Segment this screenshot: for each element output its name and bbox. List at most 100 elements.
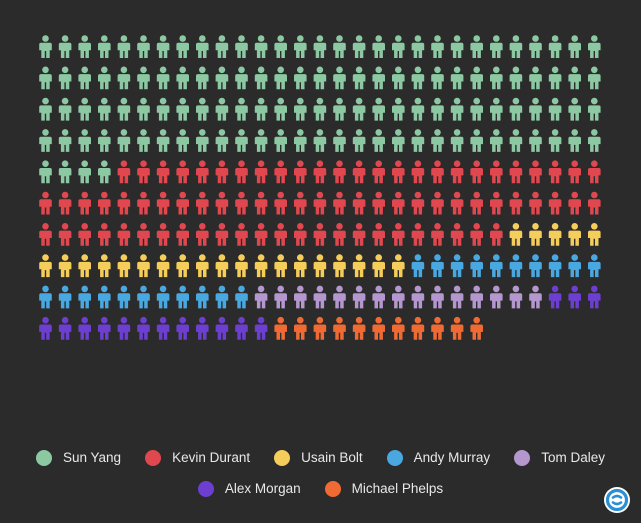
person-icon-usain-bolt — [588, 223, 601, 246]
person-icon-kevin-durant — [196, 191, 209, 215]
person-icon-sun-yang — [548, 35, 562, 58]
person-icon-sun-yang — [137, 129, 150, 152]
person-icon-sun-yang — [352, 129, 366, 152]
person-icon-sun-yang — [215, 35, 229, 58]
person-icon-kevin-durant — [254, 191, 268, 215]
person-icon-andy-murray — [176, 285, 189, 309]
brand-logo-icon[interactable] — [603, 486, 631, 514]
person-icon-sun-yang — [98, 160, 111, 184]
person-icon-usain-bolt — [529, 223, 542, 246]
legend-marker-icon — [324, 481, 341, 497]
person-icon-kevin-durant — [137, 160, 150, 184]
person-icon-usain-bolt — [254, 254, 268, 278]
person-icon-sun-yang — [156, 35, 170, 58]
person-icon-kevin-durant — [509, 160, 523, 184]
person-icon-sun-yang — [78, 97, 91, 121]
person-icon-sun-yang — [333, 35, 346, 58]
person-icon-sun-yang — [156, 129, 170, 152]
person-icon-kevin-durant — [431, 223, 444, 246]
legend-label: Michael Phelps — [351, 481, 444, 496]
person-icon-kevin-durant — [137, 191, 150, 215]
person-icon-andy-murray — [568, 254, 581, 278]
person-icon-kevin-durant — [548, 160, 562, 184]
legend-item-alex-morgan[interactable]: Alex Morgan — [197, 479, 301, 499]
person-icon-kevin-durant — [568, 160, 581, 184]
person-icon-usain-bolt — [137, 254, 150, 278]
legend-marker-icon — [386, 450, 403, 466]
person-icon-alex-morgan — [137, 316, 150, 340]
person-icon-sun-yang — [568, 35, 581, 58]
legend-item-tom-daley[interactable]: Tom Daley — [514, 448, 605, 468]
person-icon-michael-phelps — [313, 316, 327, 340]
legend-item-sun-yang[interactable]: Sun Yang — [36, 448, 121, 468]
person-icon-kevin-durant — [431, 160, 444, 184]
person-icon-sun-yang — [470, 35, 483, 58]
person-icon-kevin-durant — [411, 223, 425, 246]
person-icon-sun-yang — [352, 97, 366, 121]
person-icon-andy-murray — [215, 285, 229, 309]
person-icon-sun-yang — [58, 97, 72, 121]
person-icon-andy-murray — [431, 254, 444, 278]
person-icon-andy-murray — [58, 285, 72, 309]
legend-label: Andy Murray — [413, 450, 491, 465]
person-icon-kevin-durant — [274, 160, 287, 184]
person-icon-kevin-durant — [294, 191, 307, 215]
legend-item-andy-murray[interactable]: Andy Murray — [386, 448, 491, 468]
person-icon-sun-yang — [294, 97, 307, 121]
person-icon-andy-murray — [490, 254, 503, 278]
legend-marker-icon — [514, 450, 531, 466]
person-icon-sun-yang — [137, 35, 150, 58]
legend-marker-icon — [197, 481, 214, 497]
person-icon-kevin-durant — [352, 191, 366, 215]
person-icon-sun-yang — [196, 66, 209, 90]
person-icon-andy-murray — [588, 254, 601, 278]
person-icon-sun-yang — [392, 66, 405, 90]
person-icon-sun-yang — [274, 66, 287, 90]
person-icon-andy-murray — [156, 285, 170, 309]
person-icon-sun-yang — [470, 129, 483, 152]
person-icon-sun-yang — [78, 160, 91, 184]
person-icon-michael-phelps — [470, 316, 483, 340]
person-icon-sun-yang — [235, 66, 248, 90]
person-icon-kevin-durant — [274, 223, 287, 246]
person-icon-tom-daley — [352, 285, 366, 309]
person-icon-sun-yang — [176, 35, 189, 58]
person-icon-sun-yang — [588, 66, 601, 90]
person-icon-sun-yang — [58, 35, 72, 58]
person-icon-kevin-durant — [215, 223, 229, 246]
person-icon-michael-phelps — [333, 316, 346, 340]
person-icon-sun-yang — [196, 129, 209, 152]
legend-label: Usain Bolt — [301, 450, 363, 465]
person-icon-kevin-durant — [352, 160, 366, 184]
legend-item-usain-bolt[interactable]: Usain Bolt — [274, 448, 363, 468]
person-icon-usain-bolt — [235, 254, 248, 278]
person-icon-usain-bolt — [156, 254, 170, 278]
person-icon-usain-bolt — [274, 254, 287, 278]
person-icon-kevin-durant — [117, 160, 131, 184]
person-icon-sun-yang — [568, 129, 581, 152]
person-icon-sun-yang — [254, 66, 268, 90]
person-icon-andy-murray — [548, 254, 562, 278]
person-icon-sun-yang — [254, 129, 268, 152]
person-icon-alex-morgan — [215, 316, 229, 340]
person-icon-kevin-durant — [352, 223, 366, 246]
person-icon-kevin-durant — [333, 191, 346, 215]
person-icon-kevin-durant — [450, 223, 464, 246]
legend-marker-icon — [36, 450, 53, 466]
person-icon-sun-yang — [137, 97, 150, 121]
person-icon-kevin-durant — [176, 160, 189, 184]
person-icon-andy-murray — [450, 254, 464, 278]
person-icon-sun-yang — [176, 97, 189, 121]
person-icon-sun-yang — [431, 129, 444, 152]
person-icon-sun-yang — [196, 35, 209, 58]
person-icon-alex-morgan — [58, 316, 72, 340]
person-icon-sun-yang — [392, 97, 405, 121]
legend-item-kevin-durant[interactable]: Kevin Durant — [145, 448, 250, 468]
person-icon-alex-morgan — [156, 316, 170, 340]
legend-item-michael-phelps[interactable]: Michael Phelps — [324, 479, 444, 499]
person-icon-sun-yang — [215, 97, 229, 121]
person-icon-sun-yang — [509, 129, 523, 152]
person-icon-kevin-durant — [294, 223, 307, 246]
person-icon-sun-yang — [333, 66, 346, 90]
